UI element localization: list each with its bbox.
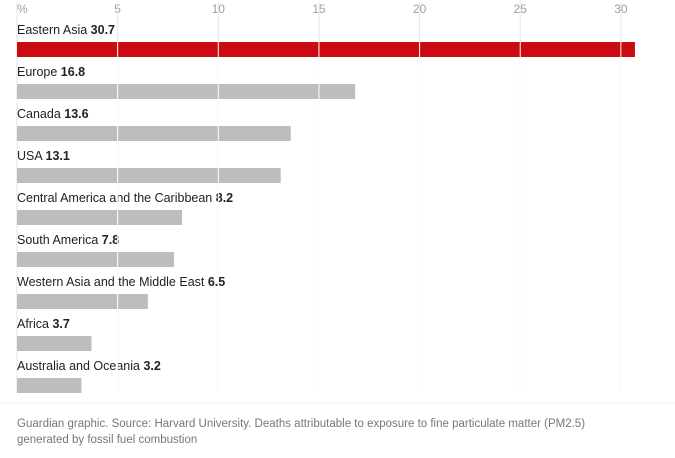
value-label: 3.7: [52, 317, 69, 331]
bar: [17, 210, 183, 225]
category-label: Canada 13.6: [17, 107, 89, 121]
bar: [17, 252, 175, 267]
value-label: 6.5: [208, 275, 225, 289]
category-name: Africa: [17, 317, 49, 331]
category-label: Central America and the Caribbean 8.2: [17, 191, 233, 205]
category-name: USA: [17, 149, 43, 163]
category-label: USA 13.1: [17, 149, 70, 163]
category-label: Eastern Asia 30.7: [17, 23, 115, 37]
category-name: Western Asia and the Middle East: [17, 275, 205, 289]
value-label: 16.8: [61, 65, 85, 79]
value-label: 13.1: [46, 149, 70, 163]
category-name: Central America and the Caribbean: [17, 191, 212, 205]
bar: [17, 126, 291, 141]
category-label: Western Asia and the Middle East 6.5: [17, 275, 225, 289]
bar: [17, 168, 281, 183]
value-label: 30.7: [91, 23, 115, 37]
bar: [17, 42, 635, 57]
category-label: Africa 3.7: [17, 317, 70, 331]
category-name: Australia and Oceania: [17, 359, 140, 373]
bar: [17, 336, 92, 351]
value-label: 13.6: [64, 107, 88, 121]
x-tick-label: %: [17, 2, 28, 16]
category-label: South America 7.8: [17, 233, 119, 247]
value-label: 8.2: [216, 191, 233, 205]
category-name: Eastern Asia: [17, 23, 87, 37]
category-name: Canada: [17, 107, 61, 121]
bar: [17, 378, 82, 393]
bar: [17, 294, 148, 309]
category-label: Australia and Oceania 3.2: [17, 359, 161, 373]
category-name: South America: [17, 233, 98, 247]
bar: [17, 84, 356, 99]
value-label: 3.2: [143, 359, 160, 373]
note: Guardian graphic. Source: Harvard Univer…: [17, 418, 585, 430]
note: generated by fossil fuel combustion: [17, 434, 197, 446]
value-label: 7.8: [102, 233, 119, 247]
category-name: Europe: [17, 65, 57, 79]
category-label: Europe 16.8: [17, 65, 85, 79]
